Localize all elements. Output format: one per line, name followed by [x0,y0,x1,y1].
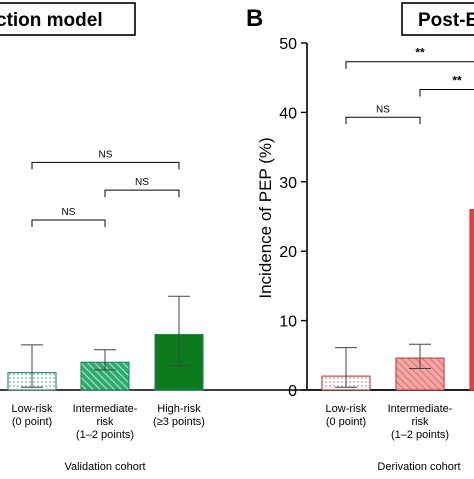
panel-b-y-axis-title: Incidence of PEP (%) [256,137,275,298]
panel-a-plot: Low-risk (0 point) Intermediate-risk (1–2 p… [0,149,474,441]
significance-label: NS [376,104,390,115]
significance-label: ** [415,46,425,60]
panel-b-letter: B [246,5,263,32]
y-tick-label: 30 [279,175,297,192]
panel-b-title-box: Post-E [401,2,474,36]
panel-b-x-axis-title: Derivation cohort [377,461,460,473]
significance-bracket [419,88,474,97]
significance-label: ** [452,73,462,87]
category-label: Low-risk (0 point) [326,403,367,428]
y-tick-label: 40 [279,105,297,122]
panel-b-title: Post-E [418,10,474,31]
panel-a-x-axis-title: Validation cohort [64,461,145,473]
category-label: Intermediate-risk (1–2 points) [73,403,138,441]
category-label: Low-risk (0 point) [12,403,53,428]
significance-label: NS [62,207,76,218]
significance-bracket [104,189,180,198]
panel-a-title: ction model [0,10,103,31]
y-tick-label: 50 [279,36,297,53]
bar [469,209,474,391]
category-label: Intermediate-risk (1–2 points) [388,403,453,441]
y-tick-label: 0 [288,383,297,400]
panel-a-title-box: ction model [0,2,136,36]
category-label: High-risk (≥3 points) [153,403,205,428]
significance-bracket [31,161,180,170]
significance-bracket [345,116,421,125]
y-tick-label: 10 [279,314,297,331]
significance-bracket [31,219,106,227]
significance-label: NS [135,177,149,188]
significance-bracket [345,61,474,69]
panel-b-plot: 0 10 20 30 40 50 Low-risk (0 point) Intermediate… [279,36,474,441]
significance-label: NS [99,149,113,160]
y-tick-label: 20 [279,244,297,261]
